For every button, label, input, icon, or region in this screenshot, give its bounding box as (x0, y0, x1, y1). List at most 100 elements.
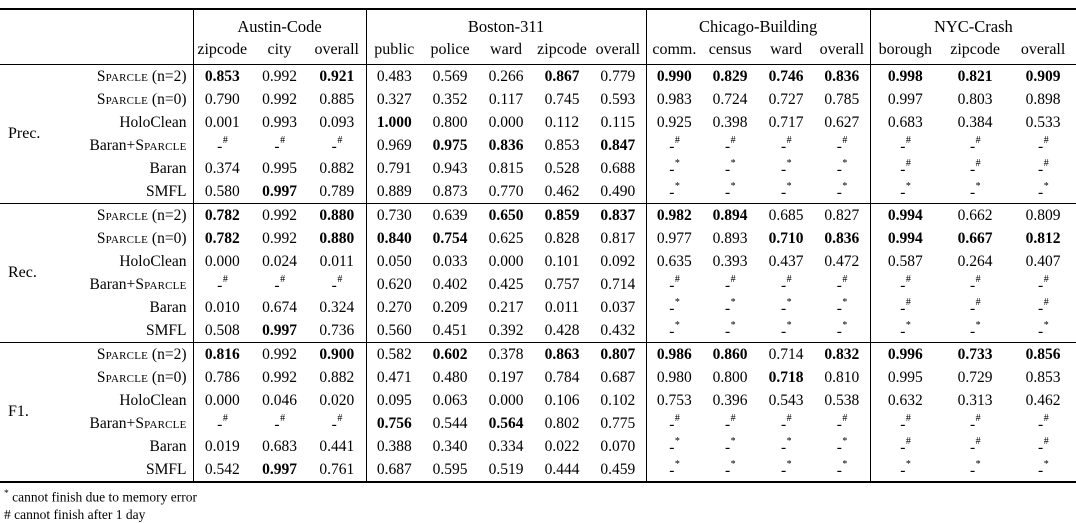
value-cell: 0.396 (702, 389, 758, 412)
metric-value: 0.508 (204, 321, 240, 339)
value-cell: -# (869, 412, 941, 435)
value-cell: 0.803 (940, 88, 1010, 111)
value-cell: 0.800 (702, 366, 758, 389)
metric-value: 0.802 (544, 414, 580, 432)
metric-value: 0.718 (768, 368, 804, 386)
value-cell: -* (814, 180, 870, 204)
value-cell: -* (940, 319, 1010, 343)
value-cell: 0.997 (251, 458, 308, 483)
value-cell: 0.827 (814, 203, 871, 227)
metric-value: 0.807 (600, 345, 636, 363)
metric-value: 0.685 (768, 206, 804, 224)
metric-value: 0.490 (600, 182, 636, 200)
value-cell: 0.270 (365, 296, 423, 319)
missing-result: -# (970, 274, 981, 294)
metric-value: 0.832 (824, 345, 860, 363)
metric-value: 0.803 (957, 90, 993, 108)
value-cell: 0.388 (365, 435, 423, 458)
metric-value: 0.451 (432, 321, 468, 339)
value-cell: 0.812 (1010, 227, 1076, 250)
method-label: Baran+Sparcle (89, 414, 187, 432)
value-cell: -# (940, 435, 1010, 458)
metric-value: 0.462 (544, 182, 580, 200)
value-cell: 0.000 (478, 389, 534, 412)
metric-block: Prec. Sparcle (n=2) 0.853 0.992 0.921 0.483 0.… (0, 64, 1076, 204)
value-cell: 0.882 (308, 157, 366, 180)
value-cell: 0.837 (590, 203, 647, 227)
metric-value: 0.050 (376, 252, 412, 270)
missing-result: -# (331, 413, 343, 433)
missing-result: -* (669, 436, 680, 456)
missing-result: -# (900, 158, 911, 178)
method-label: Sparcle (n=0) (96, 368, 187, 386)
metric-value: 0.717 (768, 113, 804, 131)
value-cell: 0.893 (702, 227, 758, 250)
metric-value: 0.859 (544, 206, 580, 224)
value-cell: 0.533 (1010, 111, 1076, 134)
table-row: Baran+Sparcle -# -# -# 0.756 0.544 0.564 0.802 0… (0, 412, 1076, 435)
value-cell: 0.000 (192, 250, 251, 273)
metric-value: 0.471 (376, 368, 412, 386)
value-cell: -# (940, 296, 1010, 319)
method-label: Sparcle (n=2) (96, 67, 187, 85)
value-cell: -# (251, 273, 308, 296)
metric-value: 0.847 (600, 136, 636, 154)
metric-value: 0.393 (712, 252, 748, 270)
metric-value: 0.880 (319, 206, 355, 224)
value-cell: 0.754 (422, 227, 478, 250)
value-cell: 0.836 (478, 134, 534, 157)
missing-result: -# (1038, 274, 1049, 294)
column-header: zipcode (534, 38, 591, 65)
metric-value: 0.000 (204, 252, 240, 270)
metric-value: 0.900 (319, 345, 355, 363)
method-label: Baran (149, 159, 187, 177)
metric-value: 0.727 (768, 90, 804, 108)
metric-value: 0.392 (488, 321, 524, 339)
metric-value: 0.459 (600, 460, 636, 478)
metric-value: 0.714 (600, 275, 636, 293)
metric-value: 0.980 (656, 368, 692, 386)
value-cell: 0.790 (192, 88, 251, 111)
value-cell: 0.542 (192, 458, 251, 483)
value-cell: -# (192, 273, 251, 296)
metric-value: 0.595 (432, 460, 468, 478)
value-cell: 0.063 (422, 389, 478, 412)
value-cell: -# (702, 134, 758, 157)
value-cell: 0.992 (251, 227, 308, 250)
value-cell: 0.873 (422, 180, 478, 204)
metric-value: 0.352 (432, 90, 468, 108)
metric-value: 0.893 (712, 229, 748, 247)
smallcaps-text: Sparcle (96, 345, 149, 363)
value-cell: 0.882 (308, 366, 366, 389)
value-cell: 0.784 (534, 366, 590, 389)
value-cell: 0.836 (814, 227, 870, 250)
value-cell: 0.020 (308, 389, 366, 412)
metric-value: 0.632 (887, 391, 923, 409)
value-cell: 0.483 (365, 64, 423, 88)
value-cell: 0.197 (478, 366, 534, 389)
metric-value: 0.816 (204, 345, 240, 363)
column-group-header: Boston-311 (365, 8, 647, 38)
metric-value: 0.782 (204, 206, 240, 224)
value-cell: 0.117 (478, 88, 534, 111)
metric-value: 0.790 (204, 90, 240, 108)
table-row: SMFL 0.580 0.997 0.789 0.889 0.873 0.770 0.462 0… (0, 180, 1076, 204)
value-cell: -# (308, 273, 366, 296)
value-cell: 0.860 (702, 342, 759, 366)
metric-value: 0.683 (262, 437, 297, 455)
value-cell: 0.746 (758, 65, 814, 89)
value-cell: 0.990 (645, 64, 703, 88)
method-label: Sparcle (n=2) (50, 342, 193, 366)
value-cell: -* (645, 157, 703, 180)
missing-result: -# (331, 274, 343, 294)
value-cell: 1.000 (365, 111, 423, 134)
method-label: SMFL (146, 182, 187, 200)
metric-value: 0.756 (376, 414, 412, 432)
value-cell: 0.000 (192, 389, 251, 412)
method-label: HoloClean (119, 113, 187, 131)
metric-value: 0.384 (957, 113, 993, 131)
table-row: Baran 0.019 0.683 0.441 0.388 0.340 0.334 0.022… (0, 435, 1076, 458)
value-cell: 0.459 (590, 458, 647, 483)
metric-value: 0.992 (262, 67, 297, 85)
value-cell: 0.995 (869, 366, 941, 389)
